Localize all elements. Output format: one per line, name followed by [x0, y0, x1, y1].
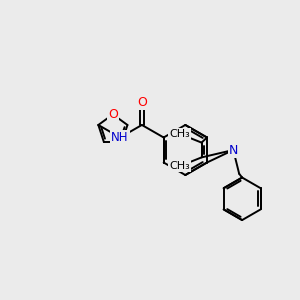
Text: O: O [108, 108, 118, 121]
Text: CH₃: CH₃ [169, 161, 190, 171]
Text: NH: NH [111, 131, 129, 144]
Text: N: N [229, 143, 238, 157]
Text: O: O [137, 96, 147, 109]
Text: CH₃: CH₃ [169, 129, 190, 139]
